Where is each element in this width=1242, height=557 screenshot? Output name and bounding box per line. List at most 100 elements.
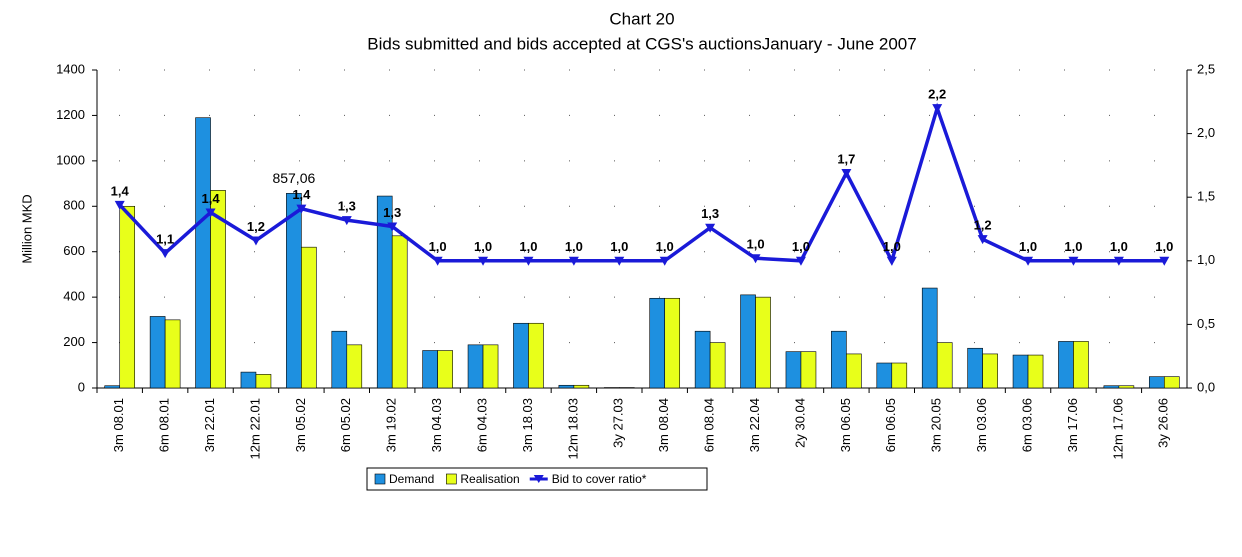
- x-tick-label: 3m 08.04: [656, 398, 671, 452]
- y2-tick-label: 1,5: [1197, 189, 1215, 204]
- y-tick-label: 1000: [56, 152, 85, 167]
- x-tick-label: 3m 06.05: [838, 398, 853, 452]
- bar: [438, 351, 453, 388]
- data-label: 1,2: [974, 218, 992, 233]
- y-axis-label: Million MKD: [19, 194, 34, 263]
- x-tick-label: 6m 04.03: [474, 398, 489, 452]
- bar: [801, 352, 816, 388]
- bar: [574, 385, 589, 388]
- bar: [286, 193, 301, 388]
- data-label: 1,0: [883, 239, 901, 254]
- y-tick-label: 0: [78, 379, 85, 394]
- legend-label: Realisation: [460, 472, 519, 486]
- bar: [877, 363, 892, 388]
- bar: [196, 118, 211, 388]
- bar: [968, 348, 983, 388]
- data-label: 1,0: [429, 239, 447, 254]
- bar: [983, 354, 998, 388]
- x-tick-label: 6m 08.01: [157, 398, 172, 452]
- x-tick-label: 3y 27.03: [611, 398, 626, 448]
- line-marker: [160, 249, 170, 258]
- bar: [1013, 355, 1028, 388]
- x-tick-label: 2y 30.04: [792, 398, 807, 448]
- bar: [892, 363, 907, 388]
- x-tick-label: 3m 17.06: [1065, 398, 1080, 452]
- x-tick-label: 3m 08.01: [111, 398, 126, 452]
- bar: [1058, 341, 1073, 388]
- bar: [1164, 377, 1179, 388]
- bar: [483, 345, 498, 388]
- chart-subtitle: Bids submitted and bids accepted at CGS'…: [367, 34, 916, 53]
- x-tick-label: 3m 03.06: [974, 398, 989, 452]
- data-label: 1,0: [565, 239, 583, 254]
- data-label: 1,0: [474, 239, 492, 254]
- x-tick-label: 3m 19.02: [384, 398, 399, 452]
- data-label: 1,0: [747, 237, 765, 252]
- data-label: 1,2: [247, 219, 265, 234]
- x-tick-label: 6m 08.04: [702, 398, 717, 452]
- x-tick-label: 12m 17.06: [1110, 398, 1125, 459]
- x-tick-label: 12m 18.03: [565, 398, 580, 459]
- bar: [513, 323, 528, 388]
- y-tick-label: 1400: [56, 61, 85, 76]
- x-tick-label: 3m 04.03: [429, 398, 444, 452]
- y2-tick-label: 2,0: [1197, 125, 1215, 140]
- y2-tick-label: 0,5: [1197, 316, 1215, 331]
- y-tick-label: 200: [63, 334, 85, 349]
- bar: [150, 316, 165, 388]
- bar: [241, 372, 256, 388]
- data-label: 1,0: [656, 239, 674, 254]
- data-label: 1,0: [1019, 239, 1037, 254]
- bar: [665, 298, 680, 388]
- data-label: 857,06: [272, 170, 315, 186]
- x-tick-label: 6m 06.05: [883, 398, 898, 452]
- bar: [165, 320, 180, 388]
- data-label: 1,0: [1110, 239, 1128, 254]
- bar: [1104, 386, 1119, 388]
- x-tick-label: 3m 05.02: [293, 398, 308, 452]
- y2-tick-label: 0,0: [1197, 379, 1215, 394]
- bar: [650, 298, 665, 388]
- bar: [301, 247, 316, 388]
- x-tick-label: 3y 26.06: [1156, 398, 1171, 448]
- bar: [528, 323, 543, 388]
- bar: [846, 354, 861, 388]
- bar: [786, 352, 801, 388]
- bar: [756, 297, 771, 388]
- data-label: 1,4: [111, 183, 130, 198]
- legend-swatch: [375, 474, 385, 484]
- data-label: 1,0: [610, 239, 628, 254]
- bar: [937, 343, 952, 388]
- x-tick-label: 3m 22.04: [747, 398, 762, 452]
- bar: [1149, 377, 1164, 388]
- bar: [332, 331, 347, 388]
- data-label: 1,3: [701, 206, 719, 221]
- data-label: 1,3: [383, 205, 401, 220]
- data-label: 1,1: [156, 232, 174, 247]
- bar: [710, 343, 725, 388]
- data-label: 1,0: [519, 239, 537, 254]
- y2-tick-label: 1,0: [1197, 252, 1215, 267]
- bar: [256, 374, 271, 388]
- data-label: 1,0: [1064, 239, 1082, 254]
- legend-swatch: [446, 474, 456, 484]
- x-tick-label: 6m 03.06: [1019, 398, 1034, 452]
- x-tick-label: 3m 18.03: [520, 398, 535, 452]
- data-label: 1,0: [792, 239, 810, 254]
- bar: [695, 331, 710, 388]
- bar: [392, 236, 407, 388]
- bar: [922, 288, 937, 388]
- y-tick-label: 800: [63, 198, 85, 213]
- line-marker: [932, 104, 942, 113]
- bar: [423, 351, 438, 388]
- y-tick-label: 1200: [56, 107, 85, 122]
- bar: [1028, 355, 1043, 388]
- bar: [120, 206, 135, 388]
- data-label: 1,0: [1155, 239, 1173, 254]
- line-marker: [251, 236, 261, 245]
- bar: [559, 385, 574, 388]
- bar: [1073, 341, 1088, 388]
- y-tick-label: 400: [63, 289, 85, 304]
